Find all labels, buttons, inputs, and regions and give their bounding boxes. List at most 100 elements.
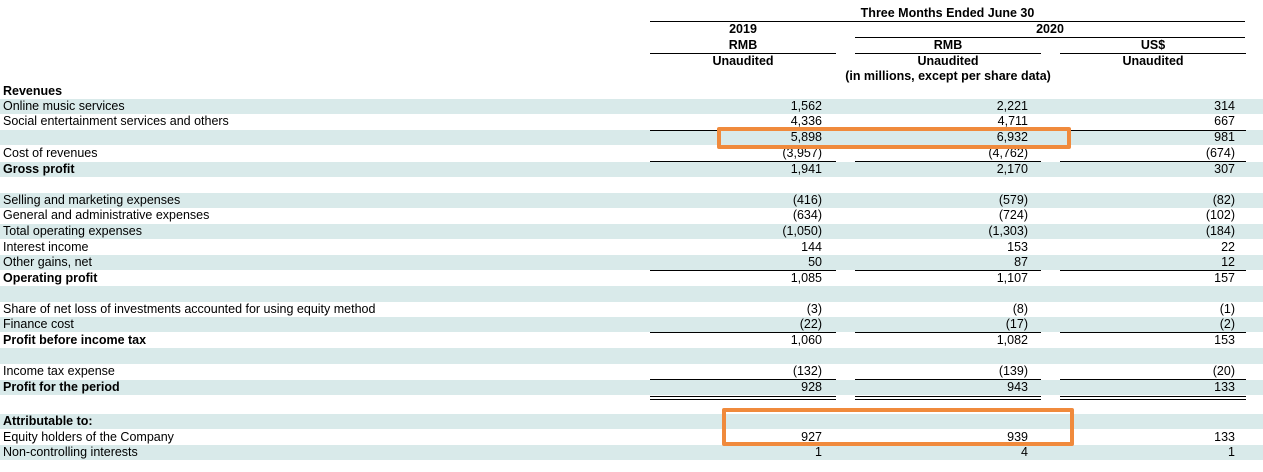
value-2020-rmb: (724) xyxy=(998,208,1028,222)
subtotal-rule xyxy=(855,332,1041,333)
col1-rule xyxy=(650,53,836,54)
table-row: Social entertainment services and others… xyxy=(0,114,1263,129)
value-2019-rmb: (3,957) xyxy=(782,146,822,160)
row-label: Finance cost xyxy=(3,317,74,331)
value-2020-usd: 981 xyxy=(1214,130,1235,144)
col3-status: Unaudited xyxy=(1122,54,1184,68)
value-2020-usd: (102) xyxy=(1205,208,1235,222)
value-2020-usd: (2) xyxy=(1219,317,1235,331)
value-2020-usd: 314 xyxy=(1214,99,1235,113)
year-2019-header: 2019 xyxy=(729,22,757,36)
subtotal-rule xyxy=(1060,270,1246,271)
value-2019-rmb: 1,562 xyxy=(790,99,822,113)
value-2020-rmb: 943 xyxy=(1007,380,1028,394)
value-2020-usd: 133 xyxy=(1214,430,1235,444)
value-2020-rmb: 4 xyxy=(1021,445,1028,459)
value-2019-rmb: 144 xyxy=(801,240,822,254)
value-2019-rmb: 1,085 xyxy=(790,271,822,285)
row-label: Gross profit xyxy=(3,162,75,176)
value-2020-usd: (82) xyxy=(1212,193,1235,207)
row-label: Total operating expenses xyxy=(3,224,142,238)
value-2020-rmb: (139) xyxy=(998,364,1028,378)
total-double-rule xyxy=(1060,396,1246,400)
value-2020-rmb: 1,107 xyxy=(996,271,1028,285)
row-label: Share of net loss of investments account… xyxy=(3,302,376,316)
col2-status: Unaudited xyxy=(917,54,979,68)
value-2020-usd: 307 xyxy=(1214,162,1235,176)
value-2019-rmb: (416) xyxy=(792,193,822,207)
row-label: Interest income xyxy=(3,240,89,254)
value-2020-rmb: (579) xyxy=(998,193,1028,207)
value-2019-rmb: 1,941 xyxy=(790,162,822,176)
value-2020-rmb: (1,303) xyxy=(988,224,1028,238)
row-label: Revenues xyxy=(3,84,63,98)
value-2020-rmb: (4,762) xyxy=(988,146,1028,160)
units-note: (in millions, except per share data) xyxy=(845,69,1051,83)
value-2020-usd: 667 xyxy=(1214,114,1235,128)
value-2020-rmb: (8) xyxy=(1012,302,1028,316)
table-row: Non-controlling interests 1 4 1 xyxy=(0,445,1263,460)
col1-status: Unaudited xyxy=(712,54,774,68)
value-2020-usd: 153 xyxy=(1214,333,1235,347)
subtotal-rule xyxy=(1060,332,1246,333)
spacer-row xyxy=(0,348,1263,364)
value-2019-rmb: 1,060 xyxy=(790,333,822,347)
table-row: Finance cost (22) (17) (2) xyxy=(0,317,1263,332)
value-2019-rmb: 928 xyxy=(801,380,822,394)
row-label: Operating profit xyxy=(3,271,98,285)
value-2019-rmb: 927 xyxy=(801,430,822,444)
value-2020-rmb: 87 xyxy=(1014,255,1028,269)
subtotal-rule xyxy=(650,161,836,162)
subtotal-rule xyxy=(650,379,836,380)
value-2019-rmb: (1,050) xyxy=(782,224,822,238)
table-row: Interest income 144 153 22 xyxy=(0,240,1263,255)
value-2020-rmb: 6,932 xyxy=(996,130,1028,144)
table-row: Equity holders of the Company 927 939 13… xyxy=(0,430,1263,445)
row-label: Income tax expense xyxy=(3,364,115,378)
row-label: Other gains, net xyxy=(3,255,92,269)
col3-currency: US$ xyxy=(1140,38,1166,52)
row-label: Cost of revenues xyxy=(3,146,98,160)
highlight-box-total-revenues xyxy=(717,127,1071,149)
value-2019-rmb: (22) xyxy=(799,317,822,331)
value-2020-usd: 22 xyxy=(1221,240,1235,254)
col2-currency: RMB xyxy=(933,38,963,52)
table-row: Total operating expenses (1,050) (1,303)… xyxy=(0,224,1263,239)
value-2019-rmb: (634) xyxy=(792,208,822,222)
highlight-box-equity-holders xyxy=(722,408,1074,446)
table-row: Selling and marketing expenses (416) (57… xyxy=(0,193,1263,208)
value-2019-rmb: (3) xyxy=(806,302,822,316)
subtotal-rule xyxy=(1060,130,1246,131)
period-header-rule xyxy=(650,21,1245,22)
table-row: 5,898 6,932 981 xyxy=(0,130,1263,145)
value-2020-usd: (20) xyxy=(1212,364,1235,378)
value-2020-usd: (184) xyxy=(1205,224,1235,238)
value-2019-rmb: 50 xyxy=(808,255,822,269)
value-2020-usd: (1) xyxy=(1219,302,1235,316)
row-label: Non-controlling interests xyxy=(3,445,138,459)
subtotal-rule xyxy=(855,270,1041,271)
subtotal-rule xyxy=(1060,379,1246,380)
row-label: Profit for the period xyxy=(3,380,120,394)
subtotal-rule xyxy=(650,332,836,333)
subtotal-rule xyxy=(1060,161,1246,162)
subtotal-rule xyxy=(855,161,1041,162)
year-2020-header: 2020 xyxy=(1036,22,1064,36)
spacer-row xyxy=(0,286,1263,302)
year-2020-rule xyxy=(855,37,1245,38)
row-label: Selling and marketing expenses xyxy=(3,193,181,207)
total-double-rule xyxy=(855,396,1041,400)
row-label: Equity holders of the Company xyxy=(3,430,174,444)
value-2020-usd: 133 xyxy=(1214,380,1235,394)
row-label: General and administrative expenses xyxy=(3,208,210,222)
row-label: Online music services xyxy=(3,99,125,113)
table-row: Online music services 1,562 2,221 314 xyxy=(0,99,1263,114)
total-double-rule xyxy=(650,396,836,400)
col1-currency: RMB xyxy=(728,38,758,52)
table-row: Attributable to: xyxy=(0,414,1263,429)
table-row: Profit before income tax 1,060 1,082 153 xyxy=(0,333,1263,348)
table-row: Cost of revenues (3,957) (4,762) (674) xyxy=(0,146,1263,161)
table-row: Revenues xyxy=(0,84,1263,99)
period-header: Three Months Ended June 30 xyxy=(860,6,1035,20)
row-label: Profit before income tax xyxy=(3,333,147,347)
